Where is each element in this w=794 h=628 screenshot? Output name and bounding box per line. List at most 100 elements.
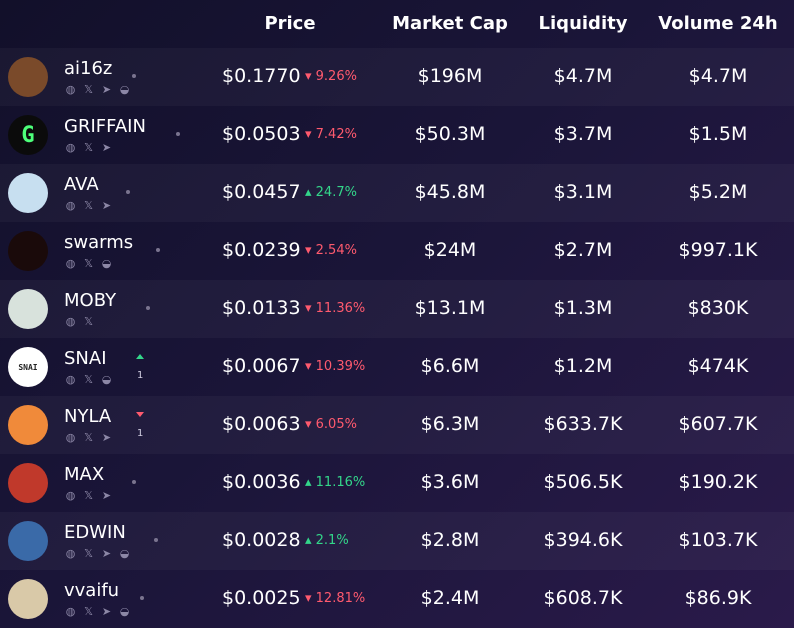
- token-name[interactable]: ai16z: [64, 58, 113, 79]
- price-change: ▾ 2.54%: [305, 243, 357, 258]
- web-icon[interactable]: ◍: [65, 315, 76, 328]
- token-price: $0.0239: [222, 239, 301, 261]
- volume-value: $997.1K: [678, 239, 758, 261]
- column-header-liquidity[interactable]: Liquidity: [538, 13, 628, 34]
- market-cap-value: $50.3M: [414, 123, 486, 145]
- web-icon[interactable]: ◍: [65, 547, 76, 560]
- web-icon[interactable]: ◍: [65, 257, 76, 270]
- telegram-icon[interactable]: ➤: [101, 199, 112, 212]
- discord-icon[interactable]: ◒: [119, 605, 130, 618]
- column-header-volume-24h[interactable]: Volume 24h: [658, 13, 778, 34]
- table-row[interactable]: ai16z ◍ 𝕏 ➤ ◒ $0.1770 ▾ 9.26% $196M $4.7M $4.7M: [0, 48, 794, 106]
- social-links: ◍ 𝕏 ➤ ◒: [64, 547, 131, 560]
- web-icon[interactable]: ◍: [65, 83, 76, 96]
- liquidity-value: $4.7M: [553, 65, 613, 87]
- table-row[interactable]: G GRIFFAIN ◍ 𝕏 ➤ $0.0503 ▾ 7.42% $50.3M $3.7M $1.…: [0, 106, 794, 164]
- discord-icon[interactable]: ◒: [119, 547, 130, 560]
- web-icon[interactable]: ◍: [65, 489, 76, 502]
- liquidity-value: $394.6K: [543, 529, 623, 551]
- table-row[interactable]: vvaifu ◍ 𝕏 ➤ ◒ $0.0025 ▾ 12.81% $2.4M $608.7K $86…: [0, 570, 794, 628]
- x-icon[interactable]: 𝕏: [84, 489, 93, 502]
- token-price: $0.0028: [222, 529, 301, 551]
- x-icon[interactable]: 𝕏: [84, 257, 93, 270]
- liquidity-value: $1.2M: [553, 355, 613, 377]
- table-row[interactable]: swarms ◍ 𝕏 ◒ $0.0239 ▾ 2.54% $24M $2.7M $997.1K: [0, 222, 794, 280]
- telegram-icon[interactable]: ➤: [101, 83, 112, 96]
- rank-change: 1: [137, 428, 144, 439]
- social-links: ◍ 𝕏 ➤ ◒: [64, 605, 131, 618]
- column-header-price[interactable]: Price: [264, 13, 316, 34]
- telegram-icon[interactable]: ➤: [101, 547, 112, 560]
- web-icon[interactable]: ◍: [65, 605, 76, 618]
- web-icon[interactable]: ◍: [65, 141, 76, 154]
- volume-value: $5.2M: [688, 181, 748, 203]
- token-name[interactable]: GRIFFAIN: [64, 116, 146, 137]
- token-name[interactable]: EDWIN: [64, 522, 126, 543]
- price-change: ▾ 9.26%: [305, 69, 357, 84]
- x-icon[interactable]: 𝕏: [84, 315, 93, 328]
- x-icon[interactable]: 𝕏: [84, 547, 93, 560]
- web-icon[interactable]: ◍: [65, 373, 76, 386]
- table-header: Price Market Cap Liquidity Volume 24h: [0, 0, 794, 48]
- liquidity-value: $633.7K: [543, 413, 623, 435]
- social-links: ◍ 𝕏 ➤: [64, 141, 113, 154]
- token-name[interactable]: MAX: [64, 464, 105, 485]
- volume-value: $474K: [687, 355, 749, 377]
- social-links: ◍ 𝕏 ◒: [64, 257, 113, 270]
- table-row[interactable]: EDWIN ◍ 𝕏 ➤ ◒ $0.0028 ▴ 2.1% $2.8M $394.6K $103.7…: [0, 512, 794, 570]
- social-links: ◍ 𝕏: [64, 315, 95, 328]
- token-avatar: [8, 405, 48, 445]
- table-row[interactable]: SNAI SNAI ◍ 𝕏 ◒ 1 $0.0067 ▾ 10.39% $6.6M $1.2M $47…: [0, 338, 794, 396]
- table-row[interactable]: NYLA ◍ 𝕏 ➤ 1 $0.0063 ▾ 6.05% $6.3M $633.7K $607.7…: [0, 396, 794, 454]
- liquidity-value: $608.7K: [543, 587, 623, 609]
- web-icon[interactable]: ◍: [65, 431, 76, 444]
- separator-dot: [154, 538, 158, 542]
- social-links: ◍ 𝕏 ➤: [64, 199, 113, 212]
- x-icon[interactable]: 𝕏: [84, 199, 93, 212]
- token-avatar: SNAI: [8, 347, 48, 387]
- liquidity-value: $1.3M: [553, 297, 613, 319]
- liquidity-value: $2.7M: [553, 239, 613, 261]
- separator-dot: [156, 248, 160, 252]
- price-change: ▾ 12.81%: [305, 591, 366, 606]
- market-cap-value: $13.1M: [414, 297, 486, 319]
- token-name[interactable]: MOBY: [64, 290, 117, 311]
- token-price: $0.0457: [222, 181, 301, 203]
- x-icon[interactable]: 𝕏: [84, 431, 93, 444]
- telegram-icon[interactable]: ➤: [101, 605, 112, 618]
- token-name[interactable]: NYLA: [64, 406, 112, 427]
- x-icon[interactable]: 𝕏: [84, 605, 93, 618]
- price-change: ▾ 6.05%: [305, 417, 357, 432]
- discord-icon[interactable]: ◒: [119, 83, 130, 96]
- discord-icon[interactable]: ◒: [101, 373, 112, 386]
- column-header-market-cap[interactable]: Market Cap: [392, 13, 508, 34]
- price-change: ▾ 7.42%: [305, 127, 357, 142]
- separator-dot: [176, 132, 180, 136]
- market-cap-value: $6.3M: [420, 413, 480, 435]
- token-price: $0.0036: [222, 471, 301, 493]
- token-name[interactable]: AVA: [64, 174, 99, 195]
- table-row[interactable]: MAX ◍ 𝕏 ➤ $0.0036 ▴ 11.16% $3.6M $506.5K $190.2K: [0, 454, 794, 512]
- social-links: ◍ 𝕏 ◒: [64, 373, 113, 386]
- liquidity-value: $506.5K: [543, 471, 623, 493]
- x-icon[interactable]: 𝕏: [84, 373, 93, 386]
- web-icon[interactable]: ◍: [65, 199, 76, 212]
- market-cap-value: $2.8M: [420, 529, 480, 551]
- token-name[interactable]: SNAI: [64, 348, 107, 369]
- x-icon[interactable]: 𝕏: [84, 141, 93, 154]
- token-price: $0.0067: [222, 355, 301, 377]
- token-avatar: [8, 173, 48, 213]
- table-row[interactable]: AVA ◍ 𝕏 ➤ $0.0457 ▴ 24.7% $45.8M $3.1M $5.2M: [0, 164, 794, 222]
- telegram-icon[interactable]: ➤: [101, 141, 112, 154]
- price-change: ▾ 11.36%: [305, 301, 366, 316]
- market-cap-value: $6.6M: [420, 355, 480, 377]
- telegram-icon[interactable]: ➤: [101, 489, 112, 502]
- table-row[interactable]: MOBY ◍ 𝕏 $0.0133 ▾ 11.36% $13.1M $1.3M $830K: [0, 280, 794, 338]
- discord-icon[interactable]: ◒: [101, 257, 112, 270]
- token-price: $0.0063: [222, 413, 301, 435]
- token-name[interactable]: swarms: [64, 232, 134, 253]
- token-name[interactable]: vvaifu: [64, 580, 120, 601]
- volume-value: $86.9K: [684, 587, 752, 609]
- x-icon[interactable]: 𝕏: [84, 83, 93, 96]
- telegram-icon[interactable]: ➤: [101, 431, 112, 444]
